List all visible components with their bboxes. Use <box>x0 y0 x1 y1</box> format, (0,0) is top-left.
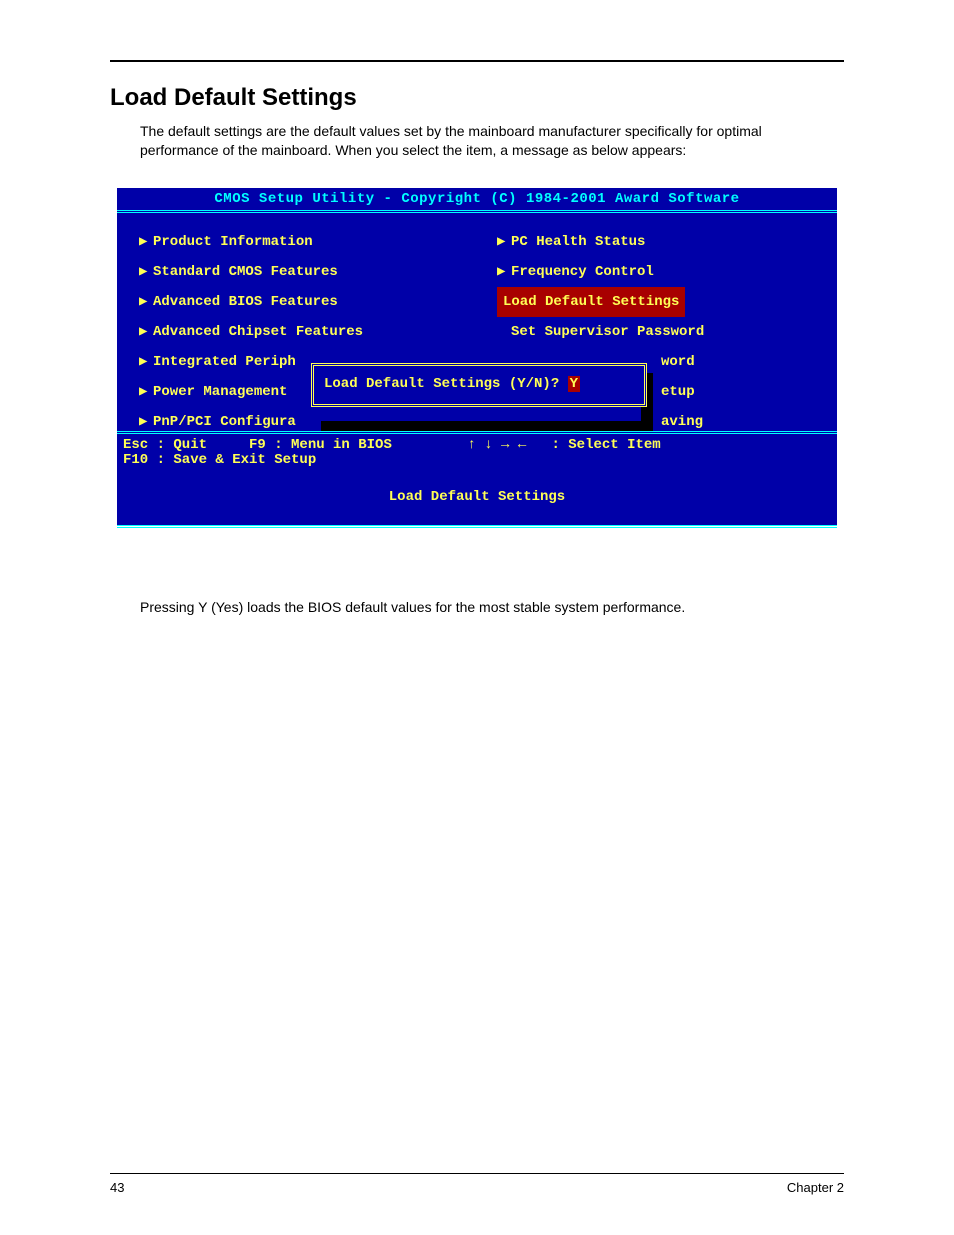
bios-menu-item[interactable]: ▶Product Information <box>139 227 363 257</box>
bios-menu-item[interactable]: ▶Advanced BIOS Features <box>139 287 363 317</box>
bios-menu-label: PC Health Status <box>511 234 645 250</box>
confirm-dialog-text: Load Default Settings (Y/N)? Y <box>314 366 644 404</box>
bios-menu-item[interactable]: Load Default Settings <box>497 287 704 317</box>
bios-menu-label: Frequency Control <box>511 264 654 280</box>
intro-paragraph: The default settings are the default val… <box>140 122 844 160</box>
triangle-icon: ▶ <box>139 287 153 317</box>
bios-menu-label: Power Management <box>153 384 287 400</box>
bios-menu-item[interactable]: ▶Advanced Chipset Features <box>139 317 363 347</box>
bios-menu-area: ▶Product Information▶Standard CMOS Featu… <box>117 213 837 434</box>
help-line-1: Esc : Quit F9 : Menu in BIOS ↑ ↓ → ← : S… <box>123 437 661 453</box>
footer-rule <box>110 1173 844 1174</box>
bios-menu-label: PnP/PCI Configura <box>153 414 296 430</box>
triangle-icon: ▶ <box>497 227 511 257</box>
triangle-icon: ▶ <box>139 257 153 287</box>
bios-menu-label-selected: Load Default Settings <box>497 287 685 317</box>
page-number: 43 <box>110 1180 124 1195</box>
triangle-icon: ▶ <box>139 227 153 257</box>
bios-menu-label: Advanced BIOS Features <box>153 294 338 310</box>
bios-menu-label: Standard CMOS Features <box>153 264 338 280</box>
triangle-icon: ▶ <box>139 347 153 377</box>
dialog-answer[interactable]: Y <box>568 376 580 392</box>
post-paragraph: Pressing Y (Yes) loads the BIOS default … <box>140 598 844 617</box>
bios-menu-fragment: etup <box>661 384 695 400</box>
bios-menu-item[interactable]: ▶Standard CMOS Features <box>139 257 363 287</box>
section-title: Load Default Settings <box>110 84 844 112</box>
dialog-shadow-bottom <box>321 421 651 434</box>
bios-menu-item[interactable]: ▶PC Health Status <box>497 227 704 257</box>
triangle-icon: ▶ <box>139 317 153 347</box>
page-footer: 43 Chapter 2 <box>110 1173 844 1195</box>
bios-status-line: Load Default Settings <box>117 470 837 525</box>
bios-menu-label: Integrated Periph <box>153 354 296 370</box>
triangle-icon: ▶ <box>139 377 153 407</box>
bios-menu-fragment: aving <box>661 414 703 430</box>
bios-header: CMOS Setup Utility - Copyright (C) 1984-… <box>117 188 837 213</box>
document-page: Load Default Settings The default settin… <box>0 0 954 1235</box>
bios-menu-label: Set Supervisor Password <box>497 324 704 340</box>
bios-menu-label: Advanced Chipset Features <box>153 324 363 340</box>
bios-menu-item[interactable]: ▶Frequency Control <box>497 257 704 287</box>
bios-menu-fragment: word <box>661 354 695 370</box>
bios-status-wrap: Load Default Settings <box>117 470 837 528</box>
chapter-label: Chapter 2 <box>787 1180 844 1195</box>
help-line-2: F10 : Save & Exit Setup <box>123 452 316 468</box>
confirm-dialog: Load Default Settings (Y/N)? Y <box>311 363 647 407</box>
triangle-icon: ▶ <box>139 407 153 434</box>
top-rule <box>110 60 844 62</box>
bios-help-bar: Esc : Quit F9 : Menu in BIOS ↑ ↓ → ← : S… <box>117 434 837 470</box>
bios-screenshot: CMOS Setup Utility - Copyright (C) 1984-… <box>117 188 837 528</box>
triangle-icon: ▶ <box>497 257 511 287</box>
dialog-prompt: Load Default Settings (Y/N)? <box>324 376 559 392</box>
bios-menu-label: Product Information <box>153 234 313 250</box>
footer-row: 43 Chapter 2 <box>110 1180 844 1195</box>
bios-menu-item[interactable]: Set Supervisor Password <box>497 317 704 347</box>
